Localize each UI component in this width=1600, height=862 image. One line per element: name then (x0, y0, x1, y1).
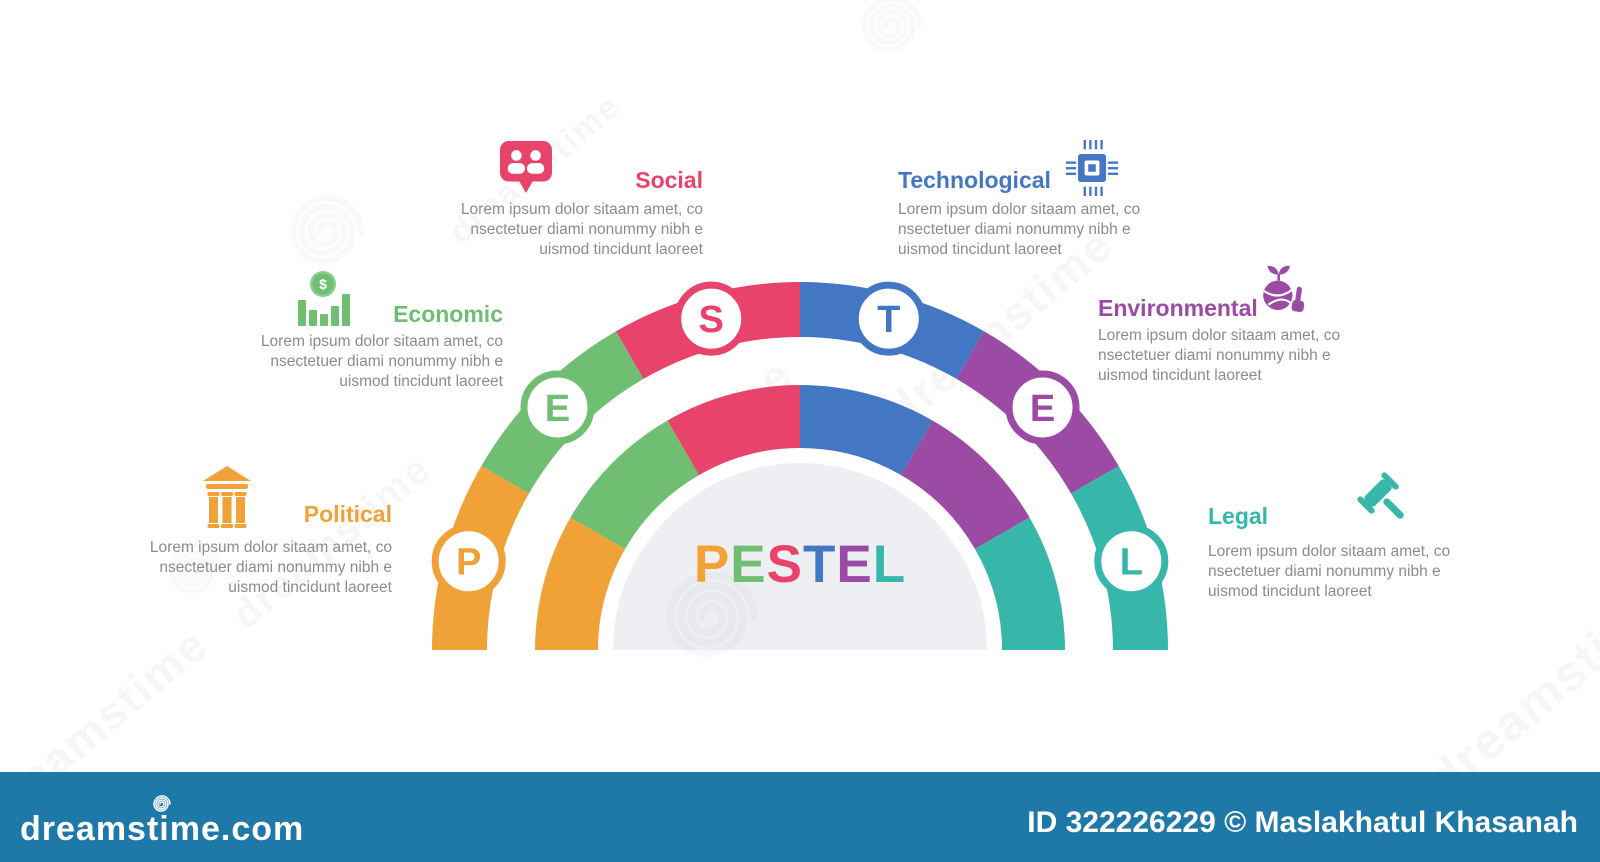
letter-technological: T (877, 299, 900, 341)
pestel-title: PESTEL (660, 538, 940, 591)
letter-economic: E (545, 388, 570, 430)
title-letter: T (802, 535, 837, 594)
section-description: Lorem ipsum dolor sitaam amet, co nsecte… (260, 333, 503, 390)
section-label: Economic (393, 301, 503, 327)
dreamstime-logo: dreamstime.com (20, 810, 305, 848)
section-label: Social (635, 167, 703, 193)
section-technological: Technological Lorem ipsum dolor sitaam a… (898, 140, 1148, 260)
section-political: Political Lorem ipsum dolor sitaam amet,… (142, 466, 392, 598)
title-letter: S (766, 535, 803, 594)
inner-arc-environmental (901, 420, 1030, 549)
letter-circle-environmental (1005, 370, 1080, 445)
inner-arc-legal (974, 517, 1065, 650)
bank-icon (202, 466, 252, 532)
section-description: Lorem ipsum dolor sitaam amet, co nsecte… (1098, 327, 1341, 384)
outer-arc-environmental (956, 331, 1119, 494)
inner-arc-economic (570, 420, 699, 549)
letter-political: P (456, 542, 481, 584)
letter-circle-social (674, 281, 749, 356)
section-description: Lorem ipsum dolor sitaam amet, co nsecte… (460, 201, 703, 258)
bar-chart-coin-icon: $ (296, 270, 352, 328)
letter-environmental: E (1030, 388, 1055, 430)
section-description: Lorem ipsum dolor sitaam amet, co nsecte… (1208, 543, 1451, 600)
title-letter: P (693, 535, 731, 594)
inner-arc-technological (800, 385, 933, 476)
image-credit: ID 322226229 © Maslakhatul Khasanah (1027, 806, 1578, 839)
section-description: Lorem ipsum dolor sitaam amet, co nsecte… (149, 539, 392, 596)
letter-circle-technological (851, 281, 926, 356)
gavel-icon (1354, 472, 1412, 532)
letter-circle-political (431, 524, 506, 599)
inner-arc-social (667, 385, 800, 476)
section-label: Technological (898, 167, 1051, 193)
title-letter: E (730, 535, 767, 594)
title-letter: E (836, 535, 873, 594)
section-legal: Legal Lorem ipsum dolor sitaam amet, co … (1208, 468, 1458, 602)
section-environmental: Environmental Lorem ipsum dolor sitaam a… (1098, 260, 1348, 386)
svg-text:$: $ (319, 276, 327, 292)
dreamstime-spiral-icon (152, 794, 172, 814)
letter-circle-economic (520, 370, 595, 445)
outer-arc-legal (1071, 466, 1168, 650)
section-label: Political (303, 501, 392, 527)
outer-arc-social (616, 282, 800, 379)
letter-legal: L (1120, 542, 1143, 584)
title-letter: L (872, 535, 907, 594)
cpu-chip-icon (1064, 140, 1120, 196)
section-label: Legal (1208, 503, 1269, 529)
section-description: Lorem ipsum dolor sitaam amet, co nsecte… (898, 201, 1141, 258)
eco-globe-hand-icon (1258, 260, 1308, 322)
outer-arc-technological (800, 282, 984, 379)
letter-social: S (699, 299, 724, 341)
section-social: Social Lorem ipsum dolor sitaam amet, co… (458, 140, 703, 260)
people-bubble-icon (500, 140, 552, 196)
stock-footer-bar: dreamstime.com ID 322226229 © Maslakhatu… (0, 772, 1600, 862)
section-label: Environmental (1098, 295, 1258, 321)
letter-circle-legal (1094, 524, 1169, 599)
outer-arc-political (432, 466, 529, 650)
section-economic: $ Economic Lorem ipsum dolor sitaam amet… (258, 270, 503, 392)
outer-arc-economic (481, 331, 644, 494)
inner-arc-political (535, 517, 626, 650)
